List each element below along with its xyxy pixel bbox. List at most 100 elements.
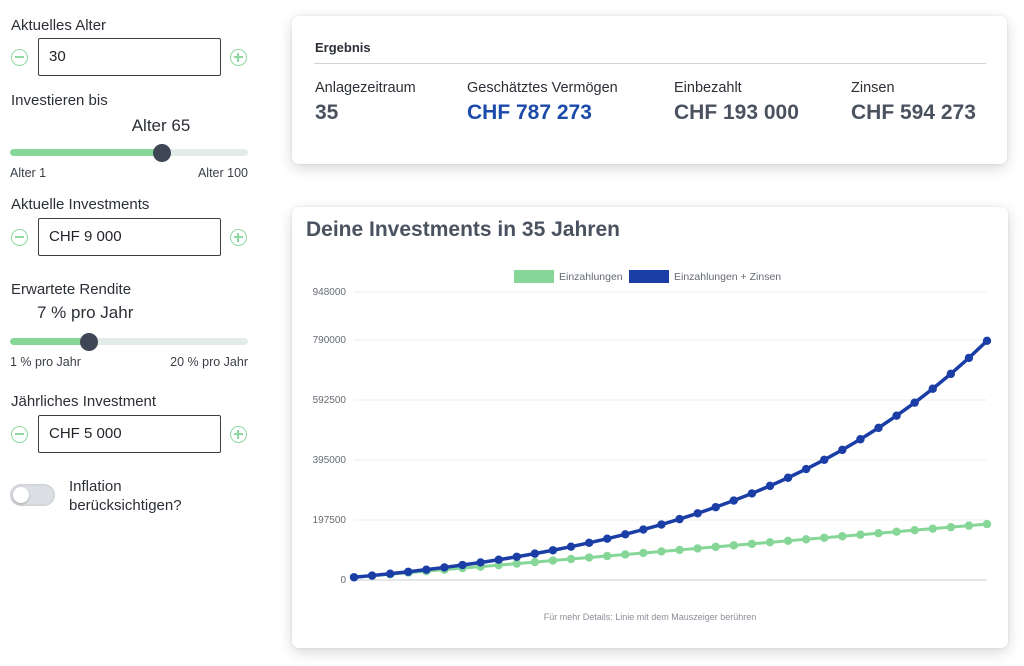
inflation-label-line1: Inflation <box>69 478 122 495</box>
invest-until-value: Alter 65 <box>131 116 191 135</box>
data-point <box>910 398 919 407</box>
data-point <box>820 533 829 542</box>
data-point <box>530 549 540 558</box>
data-point <box>548 556 558 565</box>
data-point <box>512 559 521 568</box>
data-point <box>367 571 377 580</box>
y-tick-label: 0 <box>340 575 346 586</box>
data-point <box>711 502 720 512</box>
investment-chart[interactable]: 948000 790000 592500 395000 197500 0 Einzahlun… <box>292 207 1008 648</box>
legend-label: Einzahlungen + Zinsen <box>674 271 781 283</box>
series-line <box>353 339 989 580</box>
data-point <box>693 509 702 518</box>
data-point <box>838 532 847 541</box>
data-point <box>964 521 974 530</box>
legend-label: Einzahlungen <box>559 271 623 283</box>
data-point <box>783 473 793 482</box>
slider-min-label: 1 % pro Jahr <box>10 355 81 369</box>
chart-footnote: Für mehr Details: Linie mit dem Mauszeig… <box>543 612 757 622</box>
data-point <box>422 565 431 574</box>
data-point <box>512 552 521 561</box>
data-point <box>548 546 558 555</box>
data-point <box>747 489 757 498</box>
data-point <box>440 563 449 572</box>
expected-return-label: Erwartete Rendite <box>11 281 132 298</box>
divider <box>314 63 986 64</box>
data-point <box>675 545 684 555</box>
minus-circle-icon[interactable] <box>11 426 28 443</box>
data-point <box>946 369 956 379</box>
slider-max-label: Alter 100 <box>197 166 248 180</box>
data-point <box>639 525 648 534</box>
data-point <box>874 529 883 538</box>
annual-investment-input[interactable]: CHF 5 000 <box>38 415 221 453</box>
data-point <box>729 541 738 550</box>
legend-swatch <box>514 270 554 283</box>
data-point <box>964 353 974 363</box>
data-point <box>584 553 594 562</box>
inflation-label-line2: berücksichtigen? <box>69 497 182 514</box>
data-point <box>603 534 612 543</box>
expected-return-slider[interactable] <box>10 338 248 345</box>
plus-circle-icon[interactable] <box>230 229 247 246</box>
y-tick-label: 790000 <box>313 335 347 346</box>
data-point <box>404 567 413 576</box>
data-point <box>621 550 630 559</box>
data-point <box>349 573 359 582</box>
invest-until-slider[interactable] <box>10 149 248 156</box>
minus-circle-icon[interactable] <box>11 49 28 66</box>
result-title: Ergebnis <box>315 40 371 55</box>
data-point <box>856 530 865 539</box>
chart-title: Deine Investments in 35 Jahren <box>306 218 620 241</box>
data-point <box>729 496 738 505</box>
data-point <box>657 547 666 556</box>
stat-label-paid-in: Einbezahlt <box>674 80 742 96</box>
data-point <box>385 569 395 578</box>
toggle-knob <box>13 487 29 503</box>
data-point <box>982 519 992 529</box>
data-point <box>476 558 485 567</box>
slider-fill <box>10 338 89 345</box>
invest-until-slider-thumb[interactable] <box>153 144 172 162</box>
inflation-toggle[interactable] <box>10 484 55 506</box>
result-card: Ergebnis Anlagezeitraum 35 Geschätztes V… <box>292 16 1007 164</box>
y-tick-label: 197500 <box>313 515 347 526</box>
plus-circle-icon[interactable] <box>230 49 247 66</box>
data-point <box>892 527 901 536</box>
expected-return-slider-thumb[interactable] <box>79 333 98 351</box>
data-point <box>621 530 630 539</box>
plus-circle-icon[interactable] <box>230 426 247 443</box>
data-point <box>801 535 811 544</box>
stat-value-paid-in: CHF 193 000 <box>674 101 799 124</box>
data-point <box>874 423 883 433</box>
minus-circle-icon[interactable] <box>11 229 28 246</box>
data-point <box>566 554 576 564</box>
data-point <box>928 524 937 533</box>
expected-return-value: 7 % pro Jahr <box>37 303 134 322</box>
inflation-toggle-label: Inflation berücksichtigen? <box>69 477 182 515</box>
stat-label-interest: Zinsen <box>851 80 895 96</box>
chart-card: Deine Investments in 35 Jahren 948000 790… <box>292 207 1008 648</box>
data-point <box>584 538 594 548</box>
data-point <box>603 551 612 561</box>
series-line <box>353 522 988 579</box>
data-point <box>657 520 666 529</box>
data-point <box>946 522 956 532</box>
data-point <box>856 435 865 444</box>
data-point <box>765 481 775 491</box>
stat-label-period: Anlagezeitraum <box>315 80 416 96</box>
data-point <box>566 542 576 551</box>
data-point <box>494 555 503 564</box>
current-investments-input[interactable]: CHF 9 000 <box>38 218 221 256</box>
stat-value-estimated-wealth: CHF 787 273 <box>467 101 592 124</box>
stat-label-estimated-wealth: Geschätztes Vermögen <box>467 80 618 96</box>
data-point <box>982 336 992 346</box>
data-point <box>675 514 684 524</box>
annual-investment-label: Jährliches Investment <box>11 393 157 410</box>
slider-min-label: Alter 1 <box>10 166 47 180</box>
data-point <box>747 539 757 549</box>
current-age-input[interactable]: 30 <box>38 38 221 76</box>
data-point <box>458 560 467 570</box>
slider-fill <box>10 149 163 156</box>
y-tick-label: 948000 <box>313 287 347 298</box>
